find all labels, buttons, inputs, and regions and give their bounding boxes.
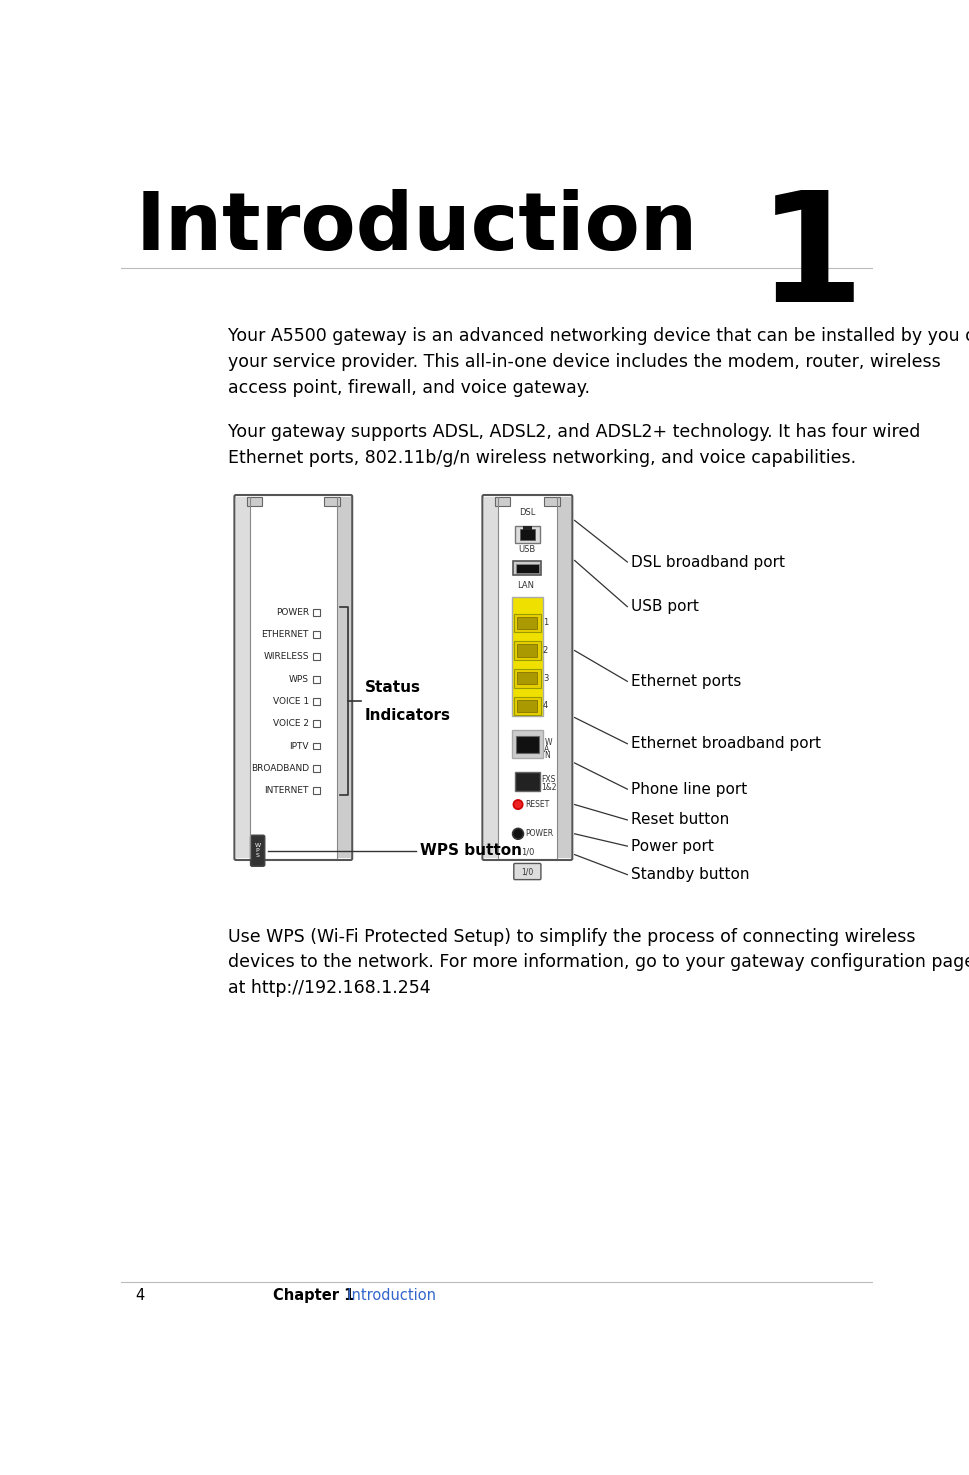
Bar bbox=[313, 766, 320, 771]
Bar bbox=[313, 720, 320, 727]
Text: A: A bbox=[544, 745, 549, 754]
Text: 2: 2 bbox=[543, 646, 547, 655]
FancyBboxPatch shape bbox=[234, 496, 352, 860]
FancyBboxPatch shape bbox=[514, 863, 541, 879]
Text: IPTV: IPTV bbox=[289, 742, 308, 751]
Bar bbox=[513, 560, 541, 575]
Text: Ethernet ports: Ethernet ports bbox=[631, 674, 741, 689]
Bar bbox=[516, 673, 537, 684]
Bar bbox=[512, 597, 543, 715]
Bar bbox=[516, 645, 537, 656]
Text: WPS: WPS bbox=[289, 674, 308, 683]
Bar bbox=[514, 696, 540, 715]
Text: Status: Status bbox=[364, 680, 421, 695]
Bar bbox=[519, 530, 535, 540]
Text: W: W bbox=[544, 738, 551, 746]
Text: 1/0: 1/0 bbox=[520, 848, 534, 857]
Text: 1: 1 bbox=[543, 618, 547, 627]
Text: USB port: USB port bbox=[631, 599, 699, 614]
Text: 4: 4 bbox=[543, 702, 547, 711]
FancyBboxPatch shape bbox=[250, 835, 265, 866]
Text: 4: 4 bbox=[135, 1288, 144, 1302]
Text: Introduction: Introduction bbox=[338, 1288, 436, 1302]
Bar bbox=[556, 497, 570, 858]
Text: USB: USB bbox=[518, 544, 536, 553]
Text: POWER: POWER bbox=[275, 608, 308, 617]
Bar bbox=[512, 730, 543, 758]
Bar bbox=[324, 497, 339, 506]
Text: DSL broadband port: DSL broadband port bbox=[631, 555, 784, 569]
Text: Chapter 1: Chapter 1 bbox=[273, 1288, 354, 1302]
Bar bbox=[516, 565, 539, 572]
Bar bbox=[313, 788, 320, 794]
Bar bbox=[516, 617, 537, 628]
Bar bbox=[516, 736, 539, 752]
Text: 1/0: 1/0 bbox=[520, 867, 533, 876]
Text: 1&2: 1&2 bbox=[541, 783, 556, 792]
Text: Your gateway supports ADSL, ADSL2, and ADSL2+ technology. It has four wired
Ethe: Your gateway supports ADSL, ADSL2, and A… bbox=[228, 423, 920, 468]
Bar bbox=[313, 609, 320, 615]
Bar bbox=[313, 698, 320, 705]
Circle shape bbox=[513, 799, 522, 810]
Text: WIRELESS: WIRELESS bbox=[263, 652, 308, 661]
Text: FXS: FXS bbox=[541, 776, 555, 785]
Bar bbox=[544, 497, 559, 506]
Bar bbox=[514, 642, 540, 659]
Text: Standby button: Standby button bbox=[631, 867, 749, 882]
Text: Introduction: Introduction bbox=[135, 189, 697, 267]
Bar bbox=[484, 497, 497, 858]
Text: VOICE 2: VOICE 2 bbox=[272, 720, 308, 729]
Bar bbox=[494, 497, 510, 506]
Text: Indicators: Indicators bbox=[364, 708, 451, 723]
Text: Reset button: Reset button bbox=[631, 813, 729, 827]
Bar bbox=[514, 670, 540, 687]
Text: W
P
S: W P S bbox=[254, 844, 261, 858]
Bar bbox=[313, 631, 320, 637]
Bar bbox=[514, 614, 540, 633]
Bar bbox=[336, 497, 350, 858]
Text: INTERNET: INTERNET bbox=[265, 786, 308, 795]
Text: 3: 3 bbox=[543, 674, 547, 683]
Text: POWER: POWER bbox=[524, 829, 552, 838]
Text: LAN: LAN bbox=[516, 581, 534, 590]
Text: 1: 1 bbox=[757, 184, 862, 333]
Text: Ethernet broadband port: Ethernet broadband port bbox=[631, 736, 821, 751]
Text: RESET: RESET bbox=[524, 799, 548, 810]
Text: Phone line port: Phone line port bbox=[631, 782, 747, 796]
Bar bbox=[313, 742, 320, 749]
Text: WPS button: WPS button bbox=[420, 844, 521, 858]
Text: VOICE 1: VOICE 1 bbox=[272, 696, 308, 707]
Bar bbox=[515, 525, 539, 543]
FancyBboxPatch shape bbox=[482, 496, 572, 860]
Circle shape bbox=[512, 829, 523, 839]
Bar bbox=[313, 676, 320, 683]
Bar bbox=[515, 773, 539, 791]
Text: BROADBAND: BROADBAND bbox=[250, 764, 308, 773]
Text: Use WPS (Wi-Fi Protected Setup) to simplify the process of connecting wireless
d: Use WPS (Wi-Fi Protected Setup) to simpl… bbox=[228, 928, 969, 997]
Text: Your A5500 gateway is an advanced networking device that can be installed by you: Your A5500 gateway is an advanced networ… bbox=[228, 327, 969, 397]
Bar bbox=[516, 699, 537, 712]
Bar bbox=[313, 653, 320, 661]
Text: N: N bbox=[544, 751, 549, 760]
Text: Power port: Power port bbox=[631, 839, 713, 854]
Text: DSL: DSL bbox=[518, 507, 535, 516]
Bar bbox=[246, 497, 262, 506]
Bar bbox=[522, 525, 531, 530]
Text: ETHERNET: ETHERNET bbox=[262, 630, 308, 639]
Bar bbox=[235, 497, 250, 858]
